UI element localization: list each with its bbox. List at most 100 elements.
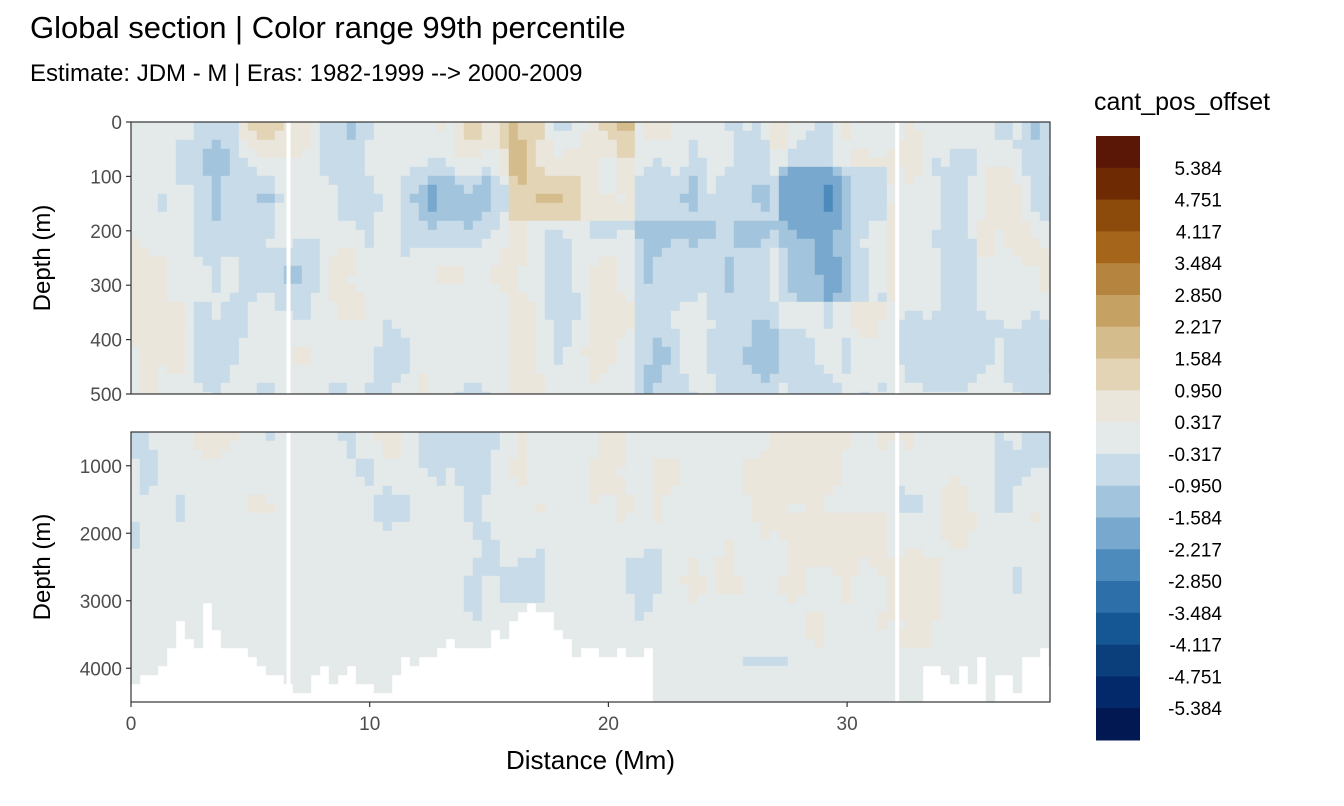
heat-cell (130, 148, 141, 159)
heat-cell (562, 283, 573, 294)
heat-cell (301, 310, 312, 321)
heat-cell (157, 382, 168, 393)
heat-cell (571, 503, 582, 514)
heat-cell (742, 382, 753, 393)
heat-cell (157, 139, 168, 150)
heat-cell (436, 364, 447, 375)
heat-cell (571, 265, 582, 276)
heat-cell (589, 467, 600, 478)
heat-cell (301, 121, 312, 132)
heat-cell (454, 121, 465, 132)
heat-cell (706, 328, 717, 339)
heat-cell (373, 530, 384, 541)
heat-cell (184, 629, 195, 640)
heat-cell (571, 458, 582, 469)
heat-cell (229, 310, 240, 321)
heat-cell (310, 611, 321, 622)
heat-cell (643, 373, 654, 384)
heat-cell (364, 539, 375, 550)
heat-cell (607, 301, 618, 312)
heat-cell (841, 238, 852, 249)
heat-cell (157, 476, 168, 487)
heat-cell (841, 220, 852, 231)
heat-cell (877, 364, 888, 375)
heat-cell (841, 283, 852, 294)
heat-cell (1012, 121, 1023, 132)
heat-cell (724, 683, 735, 694)
heat-cell (256, 647, 267, 658)
heat-cell (130, 458, 141, 469)
heat-cell (382, 355, 393, 366)
heat-cell (499, 494, 510, 505)
heat-cell (724, 139, 735, 150)
heat-cell (346, 512, 357, 523)
heat-cell (616, 337, 627, 348)
heat-cell (220, 283, 231, 294)
heat-cell (958, 382, 969, 393)
heat-cell (175, 602, 186, 613)
heat-cell (238, 265, 249, 276)
heat-cell (796, 310, 807, 321)
heat-cell (958, 184, 969, 195)
heat-cell (670, 611, 681, 622)
heat-cell (463, 130, 474, 141)
heat-cell (841, 184, 852, 195)
heat-cell (616, 611, 627, 622)
heat-cell (184, 184, 195, 195)
heat-cell (517, 431, 528, 442)
heat-cell (553, 458, 564, 469)
heat-cell (409, 121, 420, 132)
heat-cell (661, 211, 672, 222)
heat-cell (751, 373, 762, 384)
heat-cell (715, 139, 726, 150)
heat-cell (490, 301, 501, 312)
heat-cell (904, 229, 915, 240)
heat-cell (355, 629, 366, 640)
heat-cell (940, 157, 951, 168)
heat-cell (490, 440, 501, 451)
heat-cell (562, 494, 573, 505)
heat-cell (634, 283, 645, 294)
heat-cell (481, 346, 492, 357)
heat-cell (634, 575, 645, 586)
heat-cell (463, 310, 474, 321)
heat-cell (427, 355, 438, 366)
heat-cell (562, 265, 573, 276)
heat-cell (508, 467, 519, 478)
heat-cell (859, 319, 870, 330)
heat-cell (166, 503, 177, 514)
heat-cell (769, 229, 780, 240)
heat-cell (868, 139, 879, 150)
heat-cell (634, 431, 645, 442)
heat-cell (643, 364, 654, 375)
heat-cell (130, 440, 141, 451)
heat-cell (877, 202, 888, 213)
heat-cell (679, 557, 690, 568)
heat-cell (481, 575, 492, 586)
heat-cell (157, 301, 168, 312)
heat-cell (688, 229, 699, 240)
heat-cell (229, 557, 240, 568)
heat-cell (274, 364, 285, 375)
heat-cell (481, 256, 492, 267)
heat-cell (535, 292, 546, 303)
heat-cell (319, 593, 330, 604)
heat-cell (625, 220, 636, 231)
heat-cell (769, 292, 780, 303)
heat-cell (625, 476, 636, 487)
heat-cell (301, 346, 312, 357)
heat-cell (202, 373, 213, 384)
heat-cell (643, 283, 654, 294)
heat-cell (787, 121, 798, 132)
heat-cell (220, 292, 231, 303)
heat-cell (274, 175, 285, 186)
heat-cell (598, 620, 609, 631)
heat-cell (652, 256, 663, 267)
heat-cell (535, 148, 546, 159)
heat-cell (832, 274, 843, 285)
heat-cell (211, 139, 222, 150)
heat-cell (220, 193, 231, 204)
heat-cell (994, 256, 1005, 267)
heat-cell (751, 301, 762, 312)
heat-cell (562, 247, 573, 258)
